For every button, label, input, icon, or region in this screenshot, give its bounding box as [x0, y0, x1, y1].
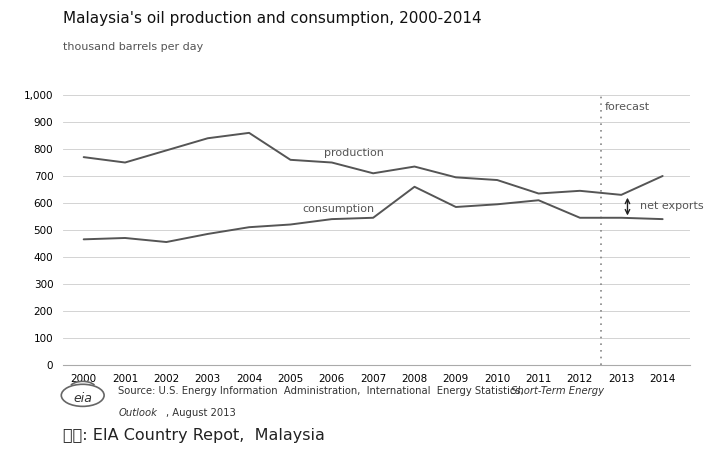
- Text: consumption: consumption: [303, 204, 375, 214]
- Text: Source: U.S. Energy Information  Administration,  International  Energy Statisti: Source: U.S. Energy Information Administ…: [118, 386, 530, 396]
- Text: forecast: forecast: [605, 102, 650, 112]
- Text: production: production: [324, 149, 383, 159]
- Text: eia: eia: [73, 392, 92, 405]
- Text: Malaysia's oil production and consumption, 2000-2014: Malaysia's oil production and consumptio…: [63, 11, 482, 26]
- Text: net exports: net exports: [640, 202, 704, 212]
- Text: thousand barrels per day: thousand barrels per day: [63, 42, 203, 52]
- Text: 자료: EIA Country Repot,  Malaysia: 자료: EIA Country Repot, Malaysia: [63, 428, 325, 443]
- Text: , August 2013: , August 2013: [166, 408, 236, 418]
- Text: Outlook: Outlook: [118, 408, 157, 418]
- Text: Short-Term Energy: Short-Term Energy: [511, 386, 604, 396]
